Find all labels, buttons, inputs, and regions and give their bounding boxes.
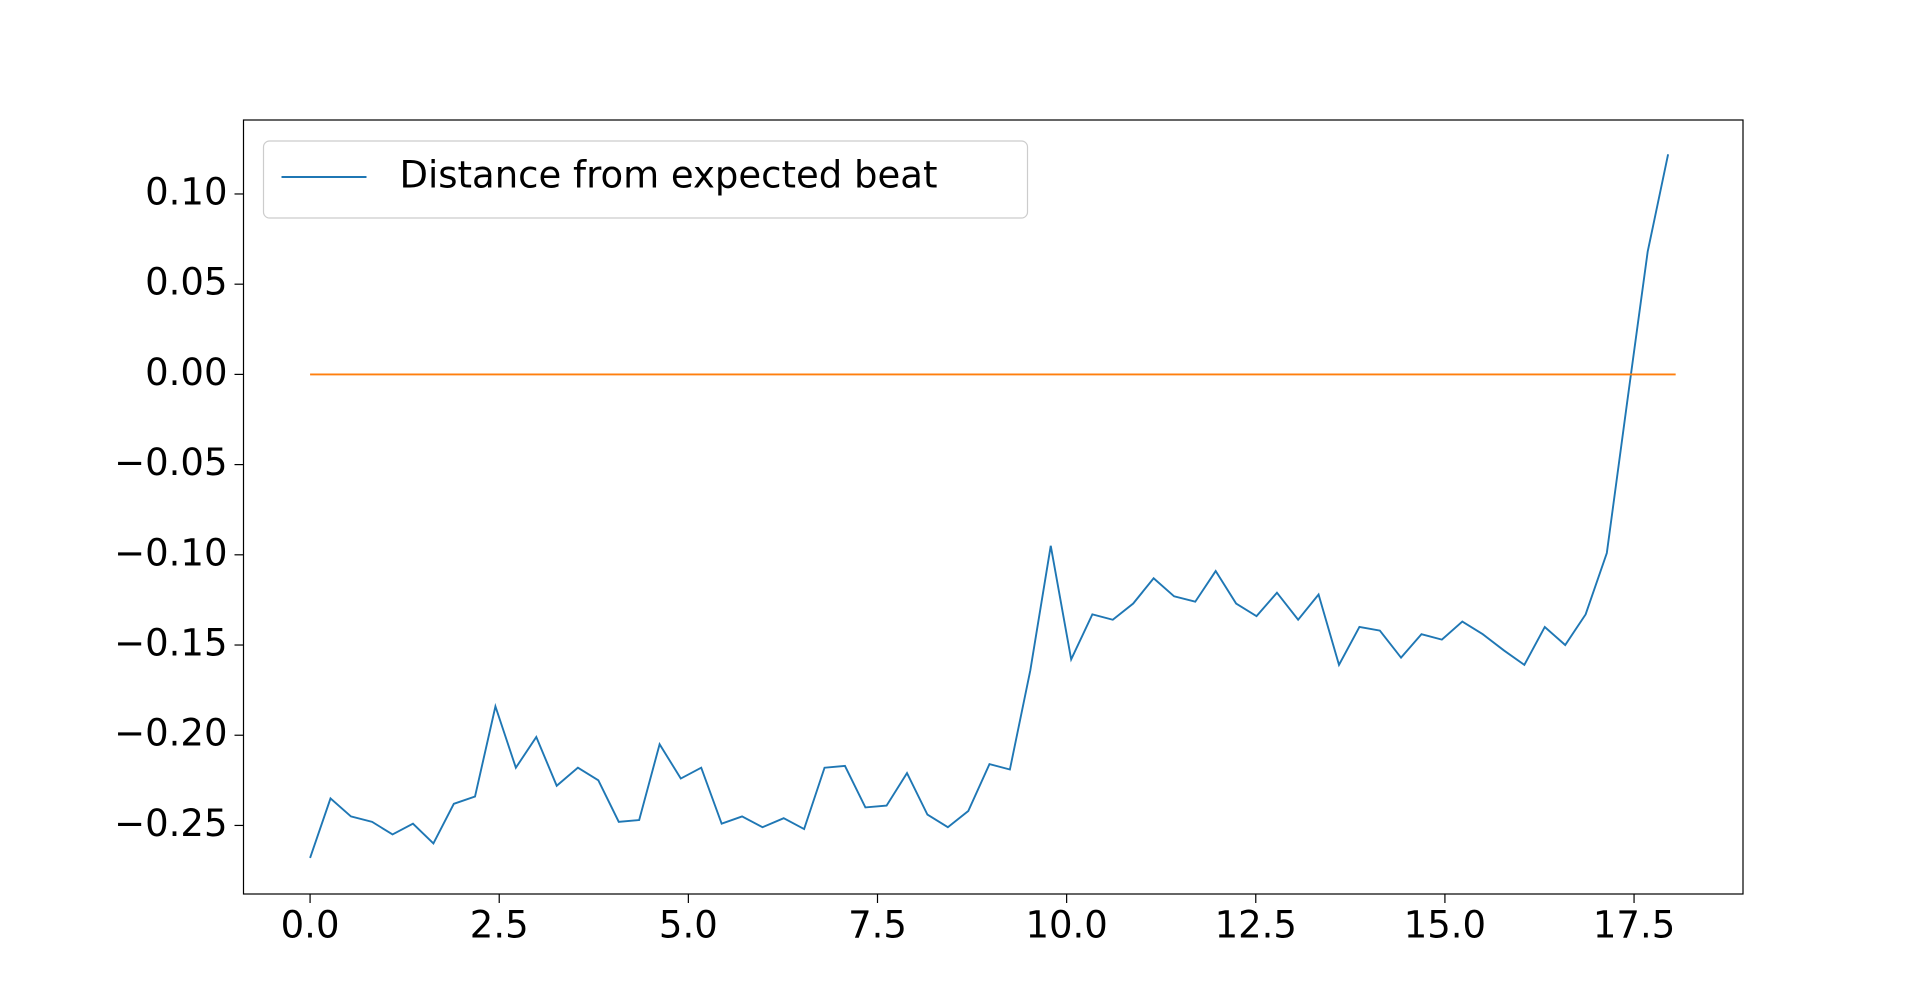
y-tick-label: 0.10 — [145, 170, 227, 213]
y-tick-label: −0.20 — [114, 712, 227, 755]
legend-box — [262, 140, 1029, 219]
y-tick-label: −0.05 — [114, 441, 227, 484]
x-tick-label: 12.5 — [1215, 904, 1297, 947]
plot-frame — [242, 119, 1744, 895]
data-line — [309, 154, 1670, 859]
y-tick-label: 0.00 — [145, 351, 227, 394]
legend-label: Distance from expected beat — [400, 154, 938, 197]
y-tick-label: −0.10 — [114, 531, 227, 574]
x-tick-label: 0.0 — [281, 904, 340, 947]
y-tick-label: −0.25 — [114, 802, 227, 845]
x-tick-label: 15.0 — [1404, 904, 1486, 947]
x-tick-label: 17.5 — [1593, 904, 1675, 947]
y-tick-label: 0.05 — [145, 261, 227, 304]
x-tick-label: 10.0 — [1025, 904, 1107, 947]
y-tick-label: −0.15 — [114, 622, 227, 665]
x-tick-label: 7.5 — [848, 904, 907, 947]
x-tick-label: 2.5 — [470, 904, 529, 947]
x-tick-label: 5.0 — [659, 904, 718, 947]
